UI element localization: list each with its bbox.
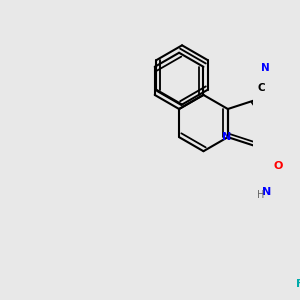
Text: N: N xyxy=(261,63,269,73)
Text: O: O xyxy=(274,161,283,171)
Text: H: H xyxy=(256,190,264,200)
Text: F: F xyxy=(296,279,300,289)
Text: C: C xyxy=(257,83,265,93)
Text: N: N xyxy=(222,132,231,142)
Text: N: N xyxy=(262,187,271,197)
